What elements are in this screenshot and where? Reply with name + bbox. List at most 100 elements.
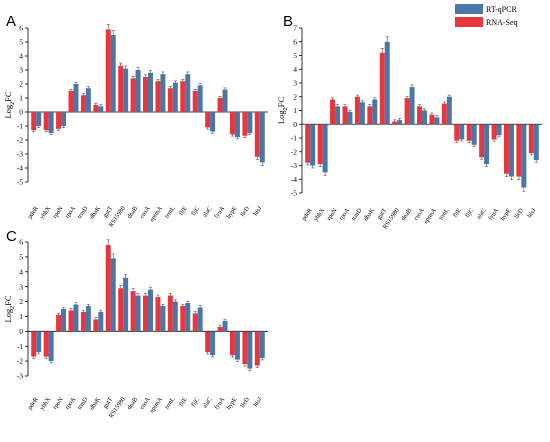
category-label-fljc: fljC xyxy=(190,396,201,408)
bar-rt-qpcr-hype xyxy=(234,331,240,360)
bar-rna-seq-dnab xyxy=(404,98,410,125)
category-label-dbak: dbaK xyxy=(88,396,102,412)
bar-rna-seq-dnab xyxy=(130,78,136,112)
y-tick-label: 4 xyxy=(293,65,297,74)
bar-rna-seq-flie xyxy=(180,81,186,112)
category-label-alac: alaC xyxy=(475,207,487,220)
bar-rt-qpcr-hisj xyxy=(533,124,539,160)
category-label-flie: fliE xyxy=(452,207,463,219)
category-label-yhhx: yhhX xyxy=(39,205,53,221)
category-label-lied: lieD xyxy=(239,396,251,409)
bar-rt-qpcr-cusa xyxy=(422,110,427,125)
y-tick-label: 4 xyxy=(19,52,23,61)
category-label-eptma: eptmA xyxy=(422,207,438,225)
bar-rt-qpcr-dnab xyxy=(135,70,141,112)
bar-rna-seq-yhhx xyxy=(43,112,49,131)
category-label-dnab: dnaB xyxy=(400,207,413,222)
bar-rt-qpcr-pder xyxy=(36,331,42,353)
bar-rna-seq-eptma xyxy=(155,297,161,332)
bar-rt-qpcr-trmd xyxy=(359,102,365,125)
category-label-hype: hypE xyxy=(225,396,238,411)
y-axis-label: Log2FC xyxy=(276,97,289,124)
bar-rt-qpcr-gutt xyxy=(384,41,390,125)
y-axis-label-sub: 2 xyxy=(283,107,289,110)
category-label-trml: trmL xyxy=(164,205,177,219)
bar-rna-seq-lied xyxy=(242,112,248,136)
y-tick-label: 5 xyxy=(293,51,297,60)
y-tick-label: 5 xyxy=(19,252,23,261)
bar-rna-seq-fljc xyxy=(192,313,198,332)
y-tick-label: 6 xyxy=(293,37,297,46)
y-axis-label-tail: FC xyxy=(276,97,286,108)
bar-rna-seq-eptma xyxy=(155,81,161,112)
y-tick-label: -3 xyxy=(17,372,23,381)
y-axis-label-base: Log xyxy=(3,308,13,322)
bar-rt-qpcr-alac xyxy=(484,124,490,165)
y-tick-label: 6 xyxy=(19,238,23,247)
bar-rna-seq-flie xyxy=(180,306,186,332)
bar-rna-seq-dbak xyxy=(93,105,99,112)
bar-rt-qpcr-yhhx xyxy=(48,331,54,362)
bar-rna-seq-lied xyxy=(516,124,522,177)
bar-rna-seq-lied xyxy=(242,331,248,365)
bar-rna-seq-rpon xyxy=(56,112,62,129)
y-tick-label: -3 xyxy=(291,161,297,170)
bar-rt-qpcr-yhhx xyxy=(322,124,328,173)
y-axis-label: Log2FC xyxy=(3,295,16,322)
bar-rt-qpcr-eptma xyxy=(434,117,440,125)
legend-swatch-rna-seq xyxy=(455,17,483,27)
category-label-trml: trmL xyxy=(438,207,451,221)
category-label-flie: fliE xyxy=(178,396,189,408)
bar-rna-seq-pder xyxy=(31,331,37,357)
bar-rt-qpcr-yhhx xyxy=(48,112,54,133)
bar-rna-seq-fyua xyxy=(217,98,223,112)
bar-rna-seq-yhhx xyxy=(43,331,49,357)
bar-rna-seq-rpon xyxy=(56,314,62,332)
y-tick-label: 1 xyxy=(19,312,23,321)
bar-rt-qpcr-rs15980 xyxy=(397,120,403,125)
category-label-rpon: rpoN xyxy=(52,396,65,411)
bar-rt-qpcr-rpon xyxy=(335,106,341,125)
bar-rna-seq-alac xyxy=(205,331,211,353)
category-label-alac: alaC xyxy=(201,205,213,218)
y-tick-label: -1 xyxy=(291,134,297,143)
category-label-hisj: hisJ xyxy=(526,207,538,219)
y-tick-label: -5 xyxy=(17,178,23,187)
bar-rt-qpcr-eptma xyxy=(160,306,166,332)
category-label-hisj: hisJ xyxy=(252,205,264,217)
bar-rna-seq-fyua xyxy=(217,326,223,332)
bar-rna-seq-dbak xyxy=(367,106,373,125)
bar-rna-seq-hype xyxy=(229,331,235,356)
bar-rt-qpcr-flie xyxy=(185,303,191,332)
bar-rna-seq-gutt xyxy=(379,52,385,125)
category-label-lied: lieD xyxy=(239,205,251,218)
bar-rna-seq-hype xyxy=(229,112,235,135)
bar-rna-seq-cusa xyxy=(143,295,148,332)
category-label-lied: lieD xyxy=(513,207,525,220)
bar-rt-qpcr-lied xyxy=(247,112,253,133)
category-label-hype: hypE xyxy=(499,207,512,222)
bar-rt-qpcr-rs15980 xyxy=(123,277,129,332)
bar-rna-seq-cusa xyxy=(143,77,148,112)
bar-rt-qpcr-trmd xyxy=(85,306,91,332)
bar-rt-qpcr-fyua xyxy=(222,89,228,112)
bar-rt-qpcr-dnab xyxy=(409,87,415,125)
bar-rt-qpcr-rpon xyxy=(61,112,67,126)
y-tick-label: 3 xyxy=(293,79,297,88)
y-tick-label: 2 xyxy=(19,80,23,89)
bar-rna-seq-eptma xyxy=(429,114,435,125)
category-label-fyua: fyuA xyxy=(213,396,226,411)
category-label-pder: pdeR xyxy=(300,206,314,222)
bar-rt-qpcr-rpoa xyxy=(347,111,353,125)
bar-rna-seq-gutt xyxy=(105,244,111,332)
y-tick-label: 2 xyxy=(19,297,23,306)
y-tick-label: 1 xyxy=(19,94,23,103)
y-axis-label: Log2FC xyxy=(3,91,16,118)
y-tick-label: -2 xyxy=(291,147,297,156)
bar-rna-seq-hisj xyxy=(254,112,260,157)
bar-rna-seq-trmd xyxy=(354,96,360,125)
bar-rna-seq-pder xyxy=(31,112,37,131)
bar-rt-qpcr-gutt xyxy=(110,258,116,332)
bar-rt-qpcr-pder xyxy=(36,112,42,126)
